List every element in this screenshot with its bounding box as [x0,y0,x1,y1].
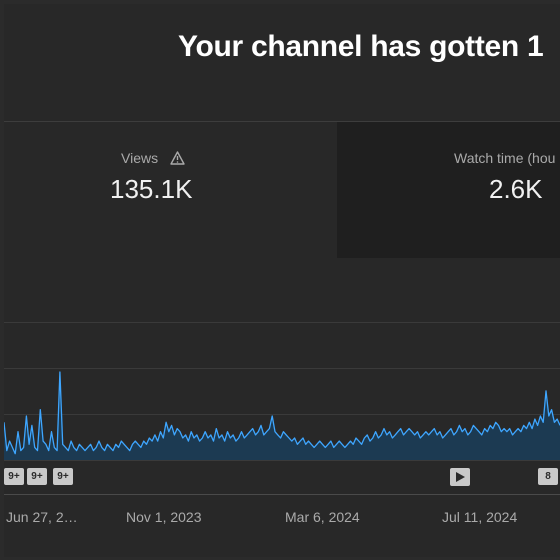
play-icon [456,472,465,482]
chart-gridline [4,368,560,369]
chart-area-fill [4,372,560,460]
x-axis-tick-label: Nov 1, 2023 [126,509,202,525]
views-metric-card[interactable]: Views 135.1K [4,122,336,258]
chart-baseline [4,460,560,461]
video-marker[interactable]: 9+ [53,468,73,485]
views-label: Views [121,150,159,166]
watch-time-label: Watch time (hou [454,150,556,166]
page-headline: Your channel has gotten 1 [178,30,544,63]
watch-time-value: 2.6K [489,174,543,204]
x-axis-tick-label: Jun 27, 2… [6,509,78,525]
channel-analytics-panel: Your channel has gotten 1 Views 135.1K W… [4,4,560,557]
x-axis-tick-label: Mar 6, 2024 [285,509,360,525]
x-axis-tick-label: Jul 11, 2024 [442,509,518,525]
views-value: 135.1K [110,174,193,204]
video-marker[interactable]: 9+ [27,468,47,485]
header-divider [4,121,560,122]
watch-time-metric-card[interactable]: Watch time (hou 2.6K [337,122,560,258]
x-axis-line [4,494,560,495]
chart-gridline [4,414,560,415]
chart-gridline [4,322,560,323]
views-line-chart[interactable] [4,320,560,465]
video-play-marker[interactable] [450,468,470,486]
warning-icon[interactable] [170,151,185,168]
video-marker[interactable]: 8 [538,468,558,485]
video-marker[interactable]: 9+ [4,468,24,485]
chart-series-line [4,371,560,455]
